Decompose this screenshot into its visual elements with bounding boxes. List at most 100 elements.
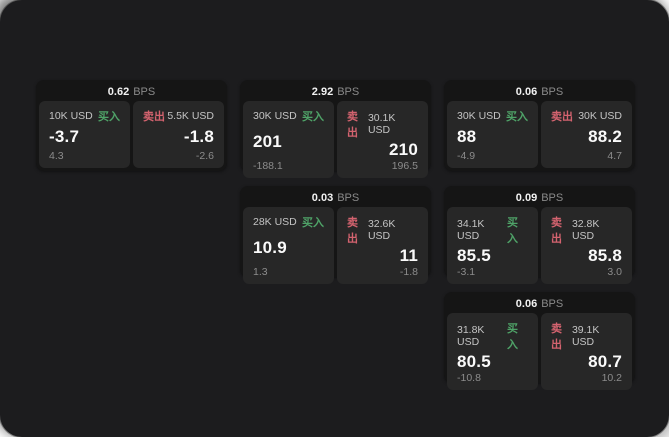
sell-sub-value: 4.7 [607,150,622,162]
sell-price: 88.2 [588,127,622,146]
sell-side-label: 卖出 [347,217,358,245]
sell-meta-row: 卖出 30.1K USD [347,108,418,140]
sell-notional: 30.1K USD [367,112,396,136]
sell-sub-value: 3.0 [607,266,622,278]
sell-notional: 39.1K USD [571,324,600,348]
bps-value: 0.62 [107,86,130,98]
buy-notional: 34.1K USD [457,218,485,242]
buy-panel[interactable]: 28K USD 买入 10.9 1.3 [243,207,334,284]
card-header: 0.62 BPS [39,83,224,101]
sell-price: -1.8 [183,127,214,146]
sell-notional: 30K USD [578,110,622,122]
sell-panel[interactable]: 卖出 5.5K USD -1.8 -2.6 [133,101,224,168]
card-header: 0.06 BPS [447,83,632,101]
buy-notional: 28K USD [253,216,297,228]
quote-panels: 31.8K USD 买入 80.5 -10.8 卖出 39.1K USD 80.… [447,313,632,390]
quote-card: 2.92 BPS 30K USD 买入 201 -188.1 卖出 30.1K … [240,80,431,178]
quote-card: 0.03 BPS 28K USD 买入 10.9 1.3 卖出 32.6K US… [240,186,431,284]
sell-notional: 32.8K USD [571,218,600,242]
buy-meta-row: 28K USD 买入 [253,214,324,230]
quote-panels: 30K USD 买入 88 -4.9 卖出 30K USD 88.2 4.7 [447,101,632,168]
quote-panels: 28K USD 买入 10.9 1.3 卖出 32.6K USD 11 -1.8 [243,207,428,284]
sell-meta-row: 卖出 30K USD [551,108,622,124]
buy-side-label: 买入 [507,323,519,351]
buy-notional: 10K USD [49,110,93,122]
sell-panel[interactable]: 卖出 32.6K USD 11 -1.8 [337,207,428,284]
sell-side-label: 卖出 [551,217,562,245]
card-header: 2.92 BPS [243,83,428,101]
quote-card: 0.09 BPS 34.1K USD 买入 85.5 -3.1 卖出 32.8K… [444,186,635,284]
sell-side-label: 卖出 [347,111,358,139]
sell-panel[interactable]: 卖出 32.8K USD 85.8 3.0 [541,207,632,284]
quote-panels: 30K USD 买入 201 -188.1 卖出 30.1K USD 210 1… [243,101,428,178]
bps-value: 0.09 [515,192,538,204]
bps-unit-label: BPS [337,86,360,98]
sell-panel[interactable]: 卖出 30K USD 88.2 4.7 [541,101,632,168]
buy-side-label: 买入 [98,111,120,123]
bps-unit-label: BPS [541,192,564,204]
buy-side-label: 买入 [302,111,324,123]
quote-card: 0.62 BPS 10K USD 买入 -3.7 4.3 卖出 5.5K USD… [36,80,227,171]
buy-panel[interactable]: 31.8K USD 买入 80.5 -10.8 [447,313,538,390]
sell-price: 80.7 [588,352,622,371]
buy-meta-row: 31.8K USD 买入 [457,320,528,352]
buy-sub-value: 1.3 [253,266,268,278]
buy-meta-row: 30K USD 买入 [457,108,528,124]
sell-price: 11 [399,246,418,265]
buy-sub-value: -4.9 [457,150,476,162]
sell-sub-value: 10.2 [601,372,622,384]
bps-value: 2.92 [311,86,334,98]
buy-panel[interactable]: 10K USD 买入 -3.7 4.3 [39,101,130,168]
bps-value: 0.03 [311,192,334,204]
sell-side-label: 卖出 [551,323,562,351]
buy-sub-value: 4.3 [49,150,64,162]
buy-price: 80.5 [457,352,491,371]
buy-price: 88 [457,127,477,146]
bps-unit-label: BPS [337,192,360,204]
quote-panels: 34.1K USD 买入 85.5 -3.1 卖出 32.8K USD 85.8… [447,207,632,284]
buy-side-label: 买入 [507,217,519,245]
sell-notional: 5.5K USD [167,110,214,122]
sell-price: 210 [389,140,418,159]
buy-notional: 30K USD [457,110,501,122]
card-header: 0.09 BPS [447,189,632,207]
buy-price: 10.9 [253,238,287,257]
buy-notional: 30K USD [253,110,297,122]
bps-unit-label: BPS [133,86,156,98]
sell-panel[interactable]: 卖出 39.1K USD 80.7 10.2 [541,313,632,390]
buy-sub-value: -188.1 [253,160,283,172]
buy-panel[interactable]: 30K USD 买入 201 -188.1 [243,101,334,178]
sell-meta-row: 卖出 39.1K USD [551,320,622,352]
cards-grid: 0.62 BPS 10K USD 买入 -3.7 4.3 卖出 5.5K USD… [36,80,635,390]
card-header: 0.06 BPS [447,295,632,313]
sell-sub-value: 196.5 [391,160,418,172]
sell-side-label: 卖出 [143,111,165,123]
quote-card: 0.06 BPS 31.8K USD 买入 80.5 -10.8 卖出 39.1… [444,292,635,390]
buy-price: -3.7 [49,127,80,146]
bps-value: 0.06 [515,86,538,98]
buy-side-label: 买入 [302,217,324,229]
card-header: 0.03 BPS [243,189,428,207]
sell-notional: 32.6K USD [367,218,396,242]
bps-value: 0.06 [515,298,538,310]
buy-price: 85.5 [457,246,491,265]
quote-card: 0.06 BPS 30K USD 买入 88 -4.9 卖出 30K USD 8… [444,80,635,171]
buy-meta-row: 34.1K USD 买入 [457,214,528,246]
buy-panel[interactable]: 34.1K USD 买入 85.5 -3.1 [447,207,538,284]
sell-meta-row: 卖出 32.8K USD [551,214,622,246]
quote-panels: 10K USD 买入 -3.7 4.3 卖出 5.5K USD -1.8 -2.… [39,101,224,168]
bps-unit-label: BPS [541,298,564,310]
buy-price: 201 [253,132,282,151]
bps-unit-label: BPS [541,86,564,98]
buy-panel[interactable]: 30K USD 买入 88 -4.9 [447,101,538,168]
sell-sub-value: -1.8 [399,266,418,278]
buy-meta-row: 10K USD 买入 [49,108,120,124]
buy-sub-value: -3.1 [457,266,476,278]
sell-sub-value: -2.6 [195,150,214,162]
buy-side-label: 买入 [506,111,528,123]
buy-notional: 31.8K USD [457,324,485,348]
sell-side-label: 卖出 [551,111,573,123]
buy-meta-row: 30K USD 买入 [253,108,324,124]
sell-panel[interactable]: 卖出 30.1K USD 210 196.5 [337,101,428,178]
